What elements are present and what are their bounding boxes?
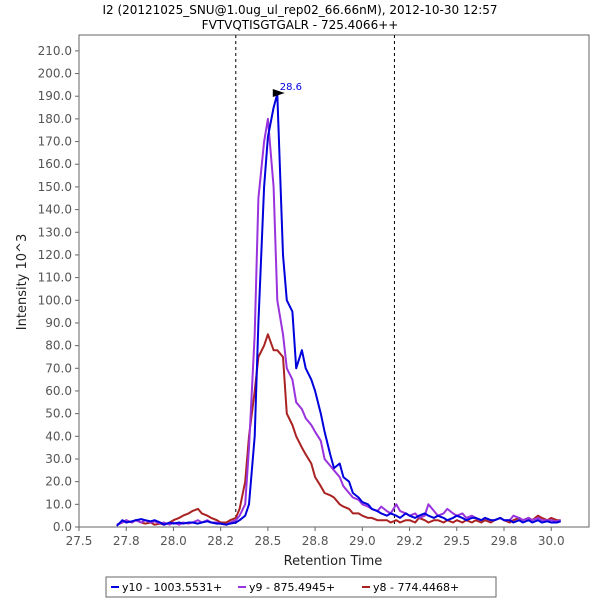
x-tick-label: 28.8 xyxy=(302,534,329,548)
y-tick-label: 160.0 xyxy=(38,157,72,171)
y-tick-label: 10.0 xyxy=(45,497,72,511)
legend-entry-label: y9 - 875.4945+ xyxy=(249,581,335,594)
y-tick-label: 110.0 xyxy=(38,271,72,285)
peak-marker-icon xyxy=(272,88,285,97)
peak-rt-label: 28.6 xyxy=(280,82,302,93)
x-tick-label: 29.0 xyxy=(349,534,376,548)
legend-entry-label: y8 - 774.4468+ xyxy=(373,581,459,594)
x-tick-label: 29.5 xyxy=(443,534,470,548)
x-tick-label: 30.0 xyxy=(538,534,565,548)
y-tick-label: 200.0 xyxy=(38,67,72,81)
x-tick-label: 28.5 xyxy=(255,534,282,548)
series-line-y8 xyxy=(116,333,561,526)
y-tick-label: 140.0 xyxy=(38,203,72,217)
x-tick-label: 29.2 xyxy=(396,534,423,548)
chart-title-line2: FVTVQTISGTGALR - 725.4066++ xyxy=(202,18,399,32)
peak-annotations: 28.6 xyxy=(272,82,302,97)
y-tick-label: 80.0 xyxy=(45,339,72,353)
y-tick-label: 170.0 xyxy=(38,135,72,149)
integration-boundaries xyxy=(235,35,395,527)
y-tick-label: 20.0 xyxy=(45,475,72,489)
y-tick-label: 190.0 xyxy=(38,89,72,103)
legend-box xyxy=(105,576,497,598)
y-axis-label: Intensity 10^3 xyxy=(15,234,30,330)
y-tick-label: 60.0 xyxy=(45,384,72,398)
y-tick-label: 0.0 xyxy=(53,520,72,534)
x-tick-label: 28.2 xyxy=(207,534,234,548)
plot-area xyxy=(78,34,590,528)
x-tick-label: 27.5 xyxy=(66,534,93,548)
series-lines xyxy=(116,92,562,527)
chart-title-line1: I2 (20121025_SNU@1.0ug_ul_rep02_66.66nM)… xyxy=(102,3,497,17)
y-tick-label: 150.0 xyxy=(38,180,72,194)
legend-entry-label: y10 - 1003.5531+ xyxy=(122,581,222,594)
y-axis-ticks: 0.0 10.0 20.0 30.0 40.0 50.0 60.0 70.0 80.0 90.0 1… xyxy=(38,44,79,534)
y-tick-label: 30.0 xyxy=(45,452,72,466)
x-tick-label: 27.8 xyxy=(113,534,140,548)
y-tick-label: 50.0 xyxy=(45,407,72,421)
y-tick-label: 100.0 xyxy=(38,293,72,307)
y-tick-label: 90.0 xyxy=(45,316,72,330)
x-tick-label: 29.8 xyxy=(491,534,518,548)
y-tick-label: 180.0 xyxy=(38,112,72,126)
y-tick-label: 70.0 xyxy=(45,361,72,375)
y-tick-label: 120.0 xyxy=(38,248,72,262)
x-axis-label: Retention Time xyxy=(284,554,383,569)
x-tick-label: 28.0 xyxy=(160,534,187,548)
x-axis-ticks: 27.5 27.8 28.0 28.2 28.5 28.8 29.0 29.2 29.5 29.8… xyxy=(66,527,565,548)
y-tick-label: 210.0 xyxy=(38,44,72,58)
y-tick-label: 130.0 xyxy=(38,225,72,239)
y-tick-label: 40.0 xyxy=(45,429,72,443)
series-line-y10 xyxy=(116,92,562,527)
legend: y10 - 1003.5531+ y9 - 875.4945+ y8 - 774.4… xyxy=(105,576,497,598)
